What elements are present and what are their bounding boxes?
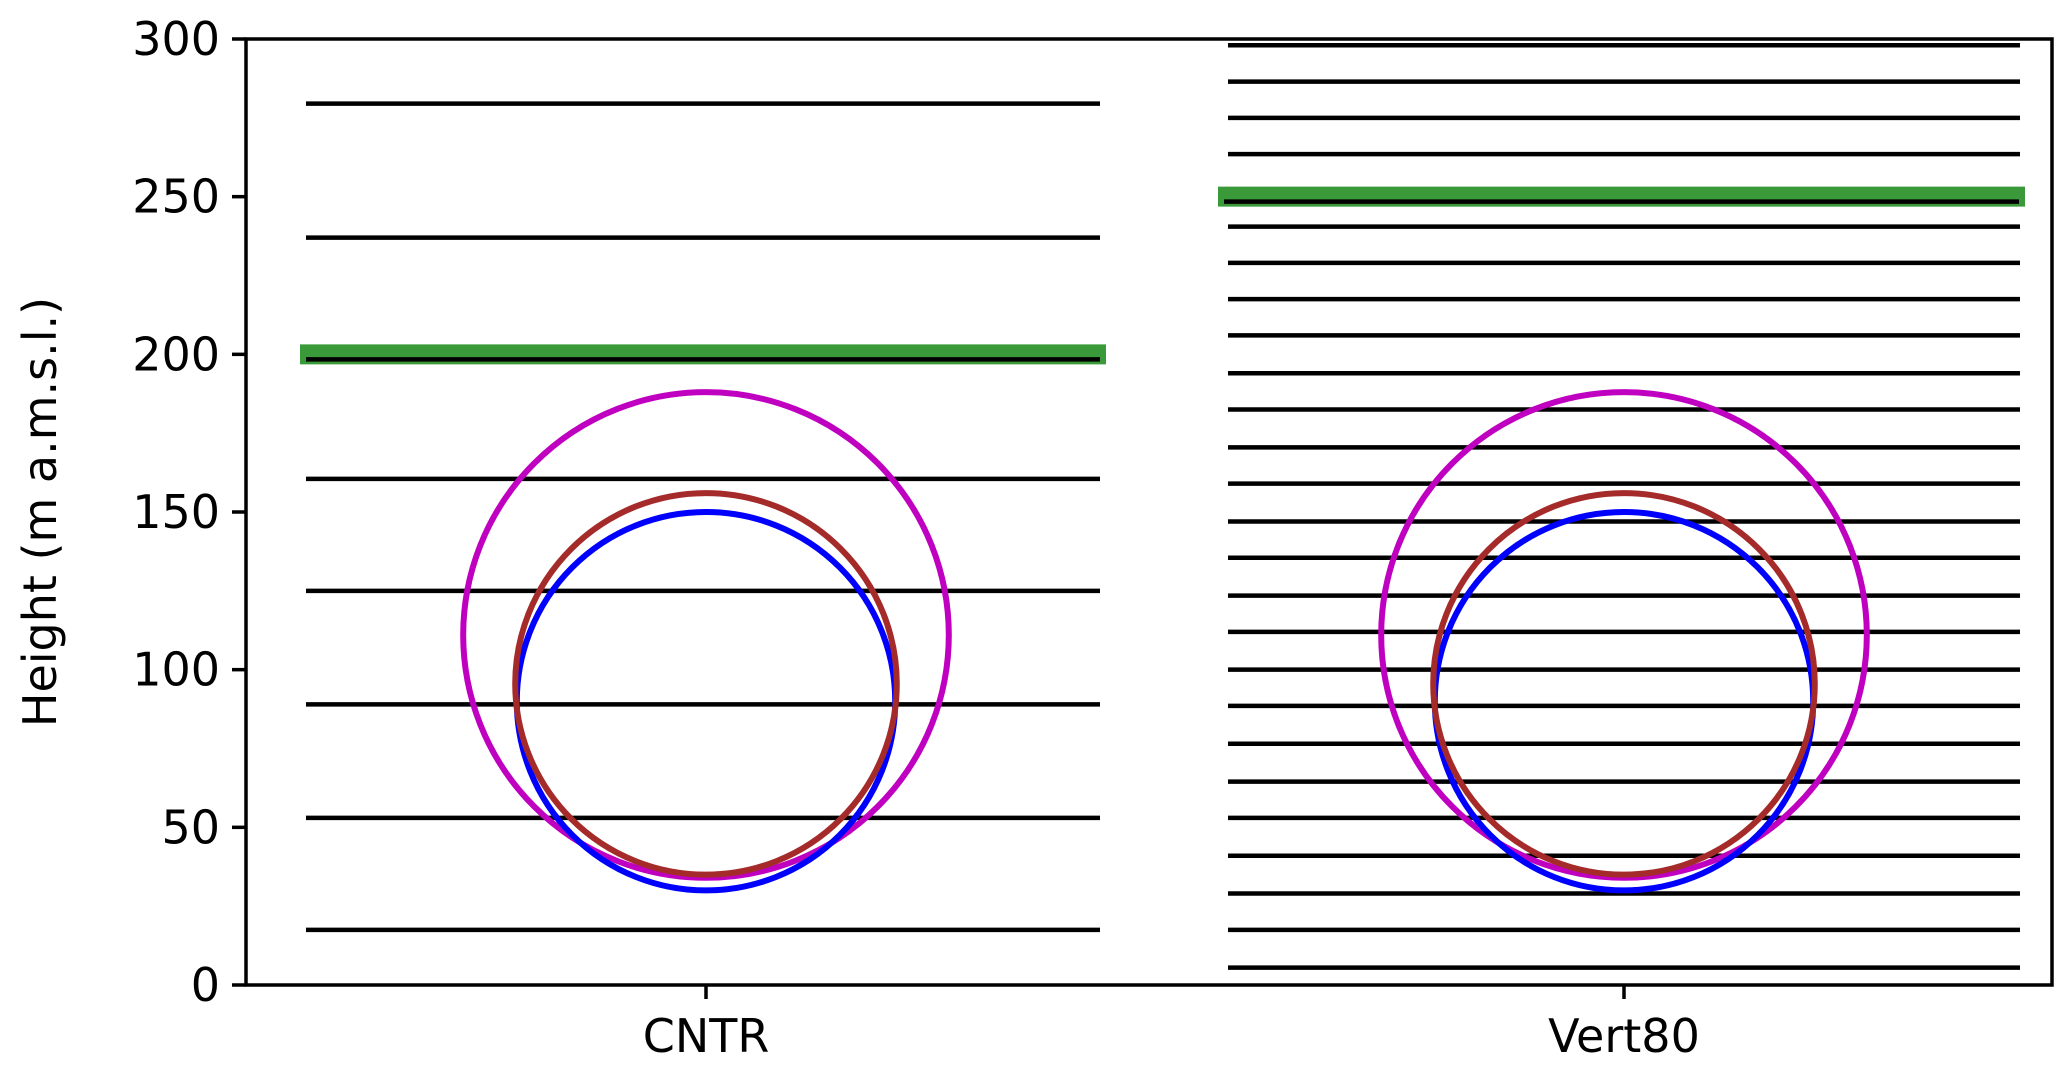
brown-circle-cntr (512, 490, 900, 878)
y-tick-label: 50 (161, 800, 220, 854)
x-tick-label: CNTR (643, 1009, 770, 1063)
blue-circle-cntr (513, 509, 899, 894)
x-tick-label: Vert80 (1548, 1009, 1700, 1063)
y-axis-title: Height (m a.m.s.l.) (13, 297, 67, 727)
y-tick-label: 200 (132, 327, 220, 381)
y-tick-label: 0 (191, 958, 220, 1012)
y-tick-label: 300 (132, 12, 220, 66)
plot-frame (244, 37, 2054, 987)
magenta-circle-vert80 (1378, 389, 1870, 881)
brown-circle-vert80 (1430, 490, 1818, 878)
y-tick-label: 100 (132, 643, 220, 697)
y-tick-label: 150 (132, 485, 220, 539)
y-tick-label: 250 (132, 170, 220, 224)
magenta-circle-cntr (460, 389, 952, 881)
blue-circle-vert80 (1431, 509, 1817, 894)
